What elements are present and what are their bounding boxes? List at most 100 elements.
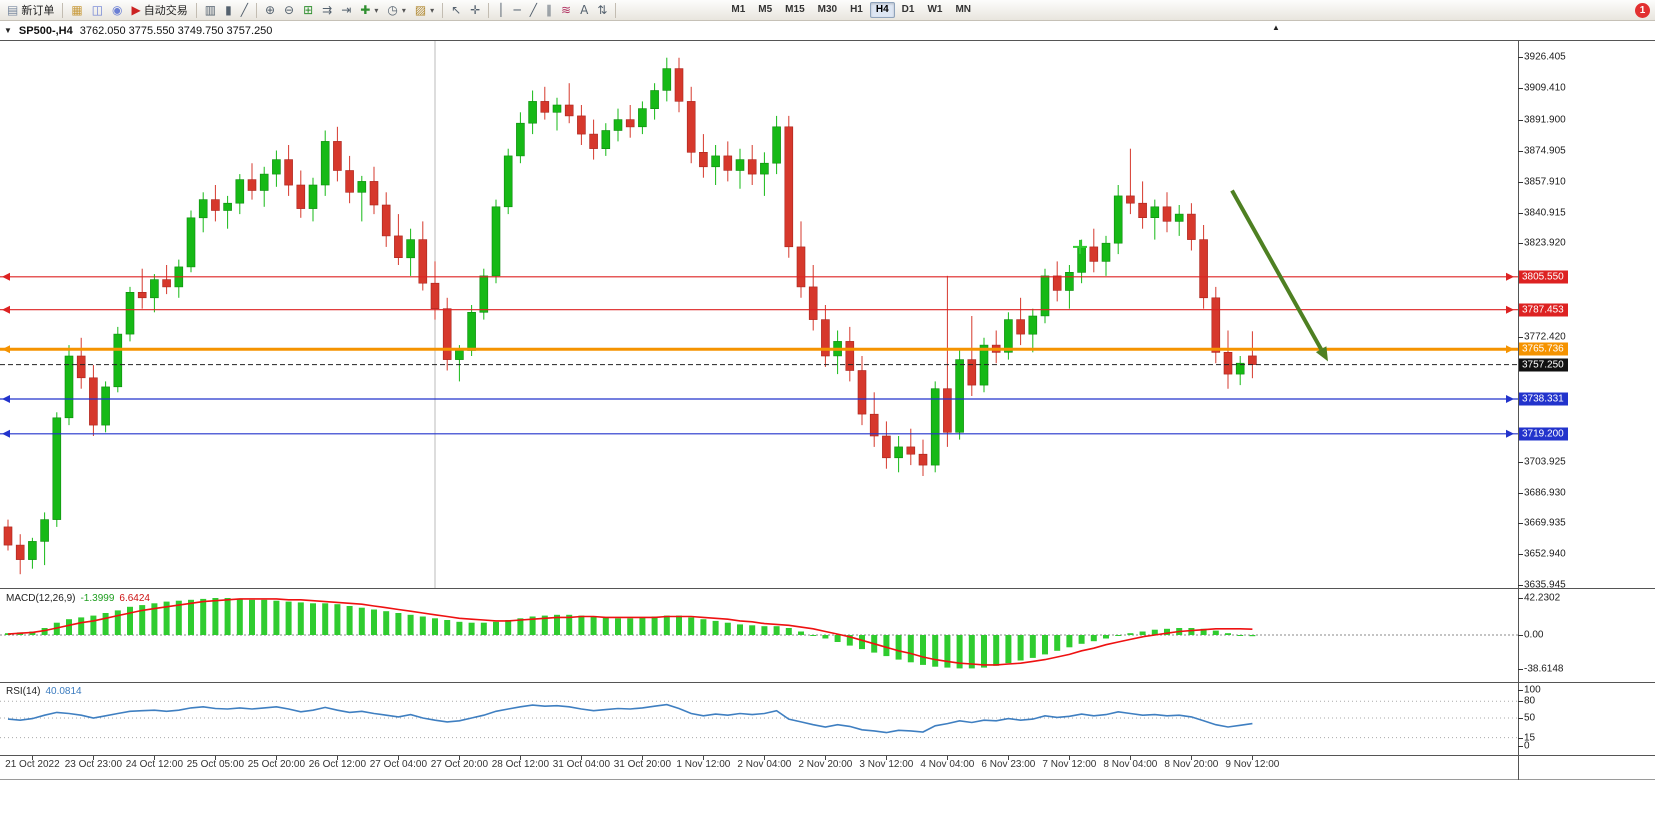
rsi-axis-label: 15 (1524, 732, 1536, 744)
zoom-in-button[interactable]: ⊕ (261, 1, 279, 19)
macd-panel-canvas[interactable] (0, 591, 1518, 681)
price-axis-border (1518, 40, 1519, 780)
autotrading-button[interactable]: ▶ 自动交易 (128, 1, 192, 19)
charts-grid-button[interactable]: ▦ (67, 1, 86, 19)
macd-label: MACD(12,26,9) -1.3999 6.6424 (6, 593, 150, 604)
panel-separator[interactable] (0, 682, 1655, 683)
charts-grid-icon: ▦ (71, 3, 83, 17)
time-axis-label: 8 Nov 20:00 (1164, 759, 1219, 770)
candlestick-chart-button[interactable]: ▮ (221, 1, 236, 19)
fibonacci-button[interactable]: ≋ (557, 1, 575, 19)
price-axis-label: 3874.905 (1524, 145, 1566, 157)
rsi-panel-canvas[interactable] (0, 684, 1518, 754)
panel-separator (0, 755, 1655, 756)
bar-chart-button[interactable]: ▥ (201, 1, 220, 19)
time-axis-label: 28 Oct 12:00 (491, 759, 550, 770)
toolbar-separator (442, 2, 444, 18)
indicators-button[interactable]: ✚ ▾ (356, 1, 382, 19)
time-axis-tick (32, 756, 34, 760)
rsi-name: RSI(14) (6, 686, 41, 697)
cursor-button[interactable]: ↖ (447, 1, 465, 19)
time-axis-tick (1252, 756, 1254, 760)
price-axis-label: 3703.925 (1524, 456, 1566, 468)
timeframe-W1-button[interactable]: W1 (927, 4, 943, 15)
panel-separator[interactable] (0, 588, 1655, 589)
new-order-button[interactable]: ▤ 新订单 (3, 1, 58, 19)
time-axis-tick (1008, 756, 1010, 760)
arrows-button[interactable]: ⇅ (593, 1, 611, 19)
resistance-line-1-badge: 3805.550 (1519, 270, 1568, 284)
time-axis-tick (215, 756, 217, 760)
toolbar-separator (615, 2, 617, 18)
horizontal-line-button[interactable]: ─ (510, 1, 525, 19)
price-axis-label: 3652.940 (1524, 548, 1566, 560)
timeframe-M1-button[interactable]: M1 (731, 4, 746, 15)
time-axis-label: 25 Oct 20:00 (247, 759, 306, 770)
time-axis-label: 27 Oct 20:00 (430, 759, 489, 770)
toolbar-separator (195, 2, 197, 18)
collapse-arrow-icon[interactable]: ▲ (1272, 23, 1280, 32)
line-chart-icon: ╱ (240, 3, 248, 17)
main-chart-canvas[interactable] (0, 41, 1518, 588)
notification-badge[interactable]: 1 (1635, 2, 1650, 18)
templates-button[interactable]: ▨ ▾ (411, 1, 438, 19)
time-axis-tick (1191, 756, 1193, 760)
time-axis-tick (642, 756, 644, 760)
zoom-out-button[interactable]: ⊖ (280, 1, 298, 19)
time-axis-label: 26 Oct 12:00 (308, 759, 367, 770)
time-axis-label: 1 Nov 12:00 (676, 759, 731, 770)
time-axis-tick (1130, 756, 1132, 760)
price-axis-label: 3840.915 (1524, 207, 1566, 218)
time-axis-tick (703, 756, 705, 760)
price-axis-label: 3669.935 (1524, 517, 1566, 529)
time-axis-label: 31 Oct 20:00 (613, 759, 672, 770)
time-axis-tick (337, 756, 339, 760)
line-chart-button[interactable]: ╱ (237, 1, 252, 19)
rsi-axis-label: 50 (1524, 712, 1536, 724)
timeframe-M15-button[interactable]: M15 (785, 4, 805, 15)
time-axis-label: 2 Nov 04:00 (737, 759, 792, 770)
time-axis-tick (825, 756, 827, 760)
timeframe-D1-button[interactable]: D1 (901, 4, 915, 15)
text-label-icon: A (580, 3, 589, 17)
timeframe-H4-button[interactable]: H4 (869, 2, 895, 18)
templates-icon: ▨ (414, 3, 427, 17)
vertical-line-button[interactable]: │ (493, 1, 508, 19)
text-label-button[interactable]: A (576, 1, 592, 19)
price-axis-label: 3823.920 (1524, 237, 1566, 249)
trendline-button[interactable]: ╱ (526, 1, 541, 19)
crosshair-button[interactable]: ✛ (466, 1, 484, 19)
timeframe-MN-button[interactable]: MN (955, 4, 972, 15)
expand-arrow-icon[interactable]: ▼ (4, 26, 12, 35)
current-price-line-badge: 3757.250 (1519, 358, 1568, 372)
periods-button[interactable]: ◷ ▾ (383, 1, 410, 19)
toolbar-separator (488, 2, 490, 18)
vertical-line-icon: │ (497, 3, 505, 17)
time-axis-label: 21 Oct 2022 (5, 759, 60, 770)
timeframe-M5-button[interactable]: M5 (758, 4, 773, 15)
new-order-button-label: 新订单 (21, 5, 55, 17)
rsi-axis-label: 0 (1524, 740, 1530, 752)
profiles-button[interactable]: ◫ (88, 1, 107, 19)
equidistant-channel-button[interactable]: ∥ (542, 1, 556, 19)
chart-shift-button[interactable]: ⇥ (337, 1, 355, 19)
tile-windows-button[interactable]: ⊞ (299, 1, 317, 19)
auto-scroll-button[interactable]: ⇉ (318, 1, 336, 19)
crosshair-icon: ✛ (470, 3, 481, 17)
chart-ohlc-values: 3762.050 3775.550 3749.750 3757.250 (79, 24, 273, 37)
candlestick-chart-icon: ▮ (225, 3, 232, 17)
toolbar-separator (255, 2, 257, 18)
price-axis-label: 3686.930 (1524, 487, 1566, 498)
rsi-axis-label: 100 (1524, 684, 1541, 696)
time-axis-label: 24 Oct 12:00 (125, 759, 184, 770)
autotrading-button-label: 自动交易 (143, 5, 188, 17)
timeframe-M30-button[interactable]: M30 (817, 4, 838, 15)
alerts-icon: ◉ (112, 3, 123, 17)
alerts-button[interactable]: ◉ (108, 1, 126, 19)
time-axis-label: 9 Nov 12:00 (1225, 759, 1280, 770)
time-axis-label: 7 Nov 12:00 (1042, 759, 1097, 770)
cursor-icon: ↖ (451, 3, 462, 17)
timeframe-H1-button[interactable]: H1 (850, 4, 863, 15)
time-axis-tick (154, 756, 156, 760)
macd-axis-label: 42.2302 (1524, 592, 1561, 604)
